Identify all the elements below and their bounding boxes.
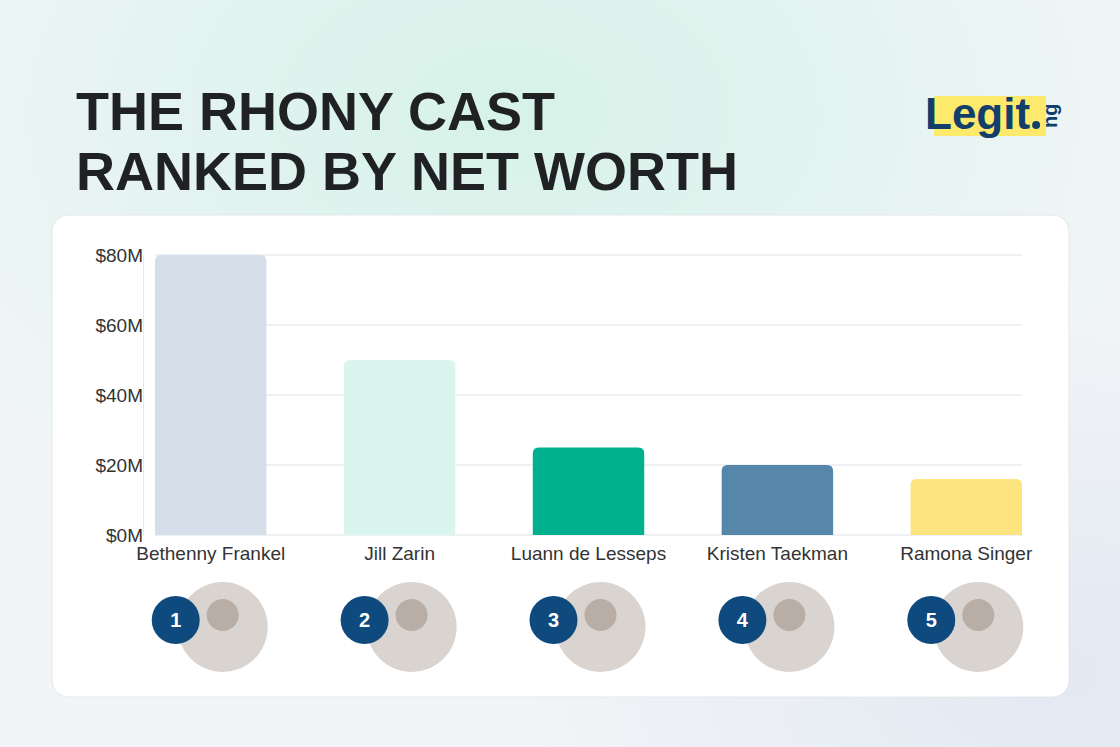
y-axis: $0M$20M$40M$60M$80M: [95, 245, 143, 546]
rank-label: 5: [926, 609, 937, 631]
background-tint: [0, 0, 1120, 747]
rank-badge: [718, 596, 766, 644]
bar: [911, 479, 1022, 535]
y-tick-label: $20M: [95, 455, 143, 476]
rank-badge: [152, 596, 200, 644]
photo-head: [962, 599, 994, 631]
title-line: THE RHONY CAST: [76, 81, 555, 141]
y-tick: $40M: [95, 385, 143, 406]
x-tick-label: Ramona Singer: [900, 543, 1033, 564]
rank-label: 4: [737, 609, 749, 631]
background: [0, 0, 1120, 747]
y-tick: $20M: [95, 455, 143, 476]
logo-text: Legit: [925, 89, 1030, 138]
photo-head: [396, 599, 428, 631]
x-axis: Bethenny Frankel Jill Zarin Luann de Lesse…: [136, 543, 1033, 564]
bar: [533, 448, 644, 536]
photo-head: [207, 599, 239, 631]
bar: [155, 255, 266, 535]
y-tick-label: $60M: [95, 315, 143, 336]
grid-line: [155, 255, 1022, 256]
photo-head: [773, 599, 805, 631]
y-tick-label: $40M: [95, 385, 143, 406]
rank-badges: 1 2 3 4 5: [152, 582, 1024, 672]
y-tick: $60M: [95, 315, 143, 336]
grid-line: [155, 395, 1022, 396]
rank-label: 3: [548, 609, 559, 631]
x-tick-label: Luann de Lesseps: [511, 543, 666, 564]
card: [52, 215, 1069, 697]
rank-label: 1: [170, 609, 181, 631]
logo: Legitng: [925, 89, 1061, 138]
rank-label: 2: [359, 609, 370, 631]
bar: [344, 360, 455, 535]
rank-badge: [907, 596, 955, 644]
x-tick-label: Bethenny Frankel: [136, 543, 285, 564]
x-tick-label: Kristen Taekman: [707, 543, 848, 564]
bars: [155, 255, 1022, 535]
x-tick-label: Jill Zarin: [364, 543, 435, 564]
title-line: RANKED BY NET WORTH: [76, 141, 738, 201]
y-tick-label: $80M: [95, 245, 143, 266]
grid: [155, 255, 1022, 535]
grid-line: [155, 325, 1022, 326]
rank-badge: [341, 596, 389, 644]
photo-head: [585, 599, 617, 631]
y-tick: $80M: [95, 245, 143, 266]
bar: [722, 465, 833, 535]
title: THE RHONY CASTRANKED BY NET WORTH: [76, 81, 738, 201]
logo-suffix: ng: [1039, 104, 1061, 128]
y-axis-line: [143, 256, 144, 536]
rank-badge: [530, 596, 578, 644]
chart-root: THE RHONY CASTRANKED BY NET WORTH Legitng…: [0, 0, 1120, 747]
